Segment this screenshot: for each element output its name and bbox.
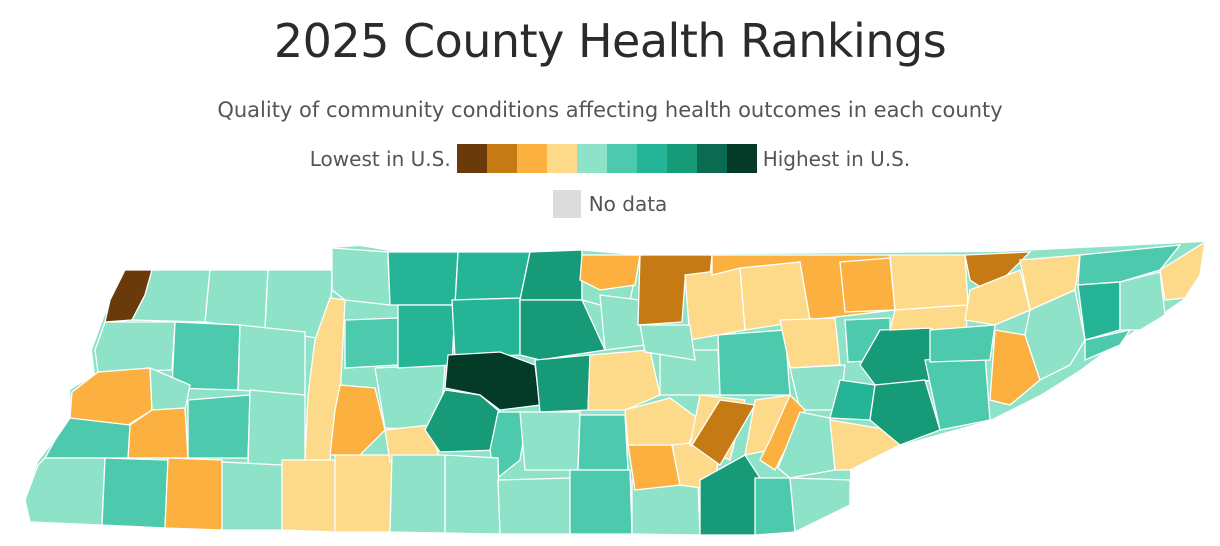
legend-swatch	[576, 144, 607, 173]
county[interactable]	[24, 457, 106, 526]
county[interactable]	[519, 411, 581, 471]
county[interactable]	[389, 454, 446, 534]
county[interactable]	[397, 304, 456, 369]
no-data-legend: No data	[0, 190, 1220, 218]
county[interactable]	[281, 459, 336, 533]
chart-title: 2025 County Health Rankings	[273, 14, 947, 68]
legend-swatch	[516, 144, 547, 173]
county[interactable]	[171, 321, 241, 391]
county[interactable]	[627, 444, 681, 491]
county[interactable]	[454, 251, 531, 306]
county[interactable]	[387, 251, 459, 306]
legend-swatch	[666, 144, 697, 173]
county[interactable]	[1024, 289, 1086, 381]
county[interactable]	[1077, 281, 1121, 341]
county[interactable]	[1077, 244, 1182, 286]
county[interactable]	[204, 269, 269, 331]
legend-swatch	[546, 144, 577, 173]
county[interactable]	[789, 477, 851, 533]
legend-swatch	[486, 144, 517, 173]
legend-swatch	[726, 144, 757, 173]
county[interactable]	[1119, 271, 1166, 331]
county[interactable]	[964, 269, 1031, 326]
county[interactable]	[187, 394, 251, 459]
county[interactable]	[344, 317, 399, 369]
color-legend: Lowest in U.S. Highest in U.S.	[0, 144, 1220, 173]
county[interactable]	[127, 407, 189, 459]
county[interactable]	[519, 299, 606, 361]
county[interactable]	[989, 329, 1041, 406]
county[interactable]	[889, 254, 969, 311]
county[interactable]	[519, 249, 583, 301]
county[interactable]	[130, 269, 211, 323]
county[interactable]	[94, 321, 176, 373]
county[interactable]	[329, 384, 386, 456]
legend-low-label: Lowest in U.S.	[309, 146, 451, 171]
county[interactable]	[497, 477, 571, 535]
county[interactable]	[164, 457, 223, 531]
county[interactable]	[929, 324, 996, 363]
county[interactable]	[444, 454, 501, 535]
county[interactable]	[577, 414, 629, 471]
county[interactable]	[334, 454, 393, 533]
counties	[24, 240, 1206, 536]
county[interactable]	[247, 389, 306, 466]
county[interactable]	[777, 411, 836, 479]
legend-high-label: Highest in U.S.	[762, 146, 911, 171]
county[interactable]	[237, 324, 306, 396]
county[interactable]	[1159, 240, 1206, 301]
legend-swatch	[696, 144, 727, 173]
county[interactable]	[779, 317, 841, 369]
county[interactable]	[684, 267, 746, 341]
legend-swatch	[456, 144, 487, 173]
county[interactable]	[639, 324, 696, 361]
county[interactable]	[839, 257, 896, 313]
county[interactable]	[451, 297, 521, 359]
county[interactable]	[43, 417, 131, 459]
county[interactable]	[534, 354, 591, 413]
chart-subtitle: Quality of community conditions affectin…	[217, 98, 1003, 122]
county[interactable]	[717, 329, 791, 396]
legend-swatches	[456, 144, 757, 173]
county[interactable]	[221, 461, 283, 531]
county[interactable]	[569, 469, 633, 535]
county[interactable]	[101, 457, 169, 529]
county[interactable]	[579, 254, 641, 291]
county[interactable]	[444, 351, 541, 411]
county[interactable]	[869, 379, 941, 446]
no-data-swatch	[552, 190, 581, 218]
county[interactable]	[691, 399, 757, 466]
county[interactable]	[754, 477, 796, 536]
county[interactable]	[331, 247, 391, 306]
county[interactable]	[1084, 329, 1132, 361]
county[interactable]	[587, 349, 661, 411]
county[interactable]	[759, 393, 806, 471]
no-data-label: No data	[588, 192, 668, 216]
legend-swatch	[636, 144, 667, 173]
legend-swatch	[606, 144, 637, 173]
